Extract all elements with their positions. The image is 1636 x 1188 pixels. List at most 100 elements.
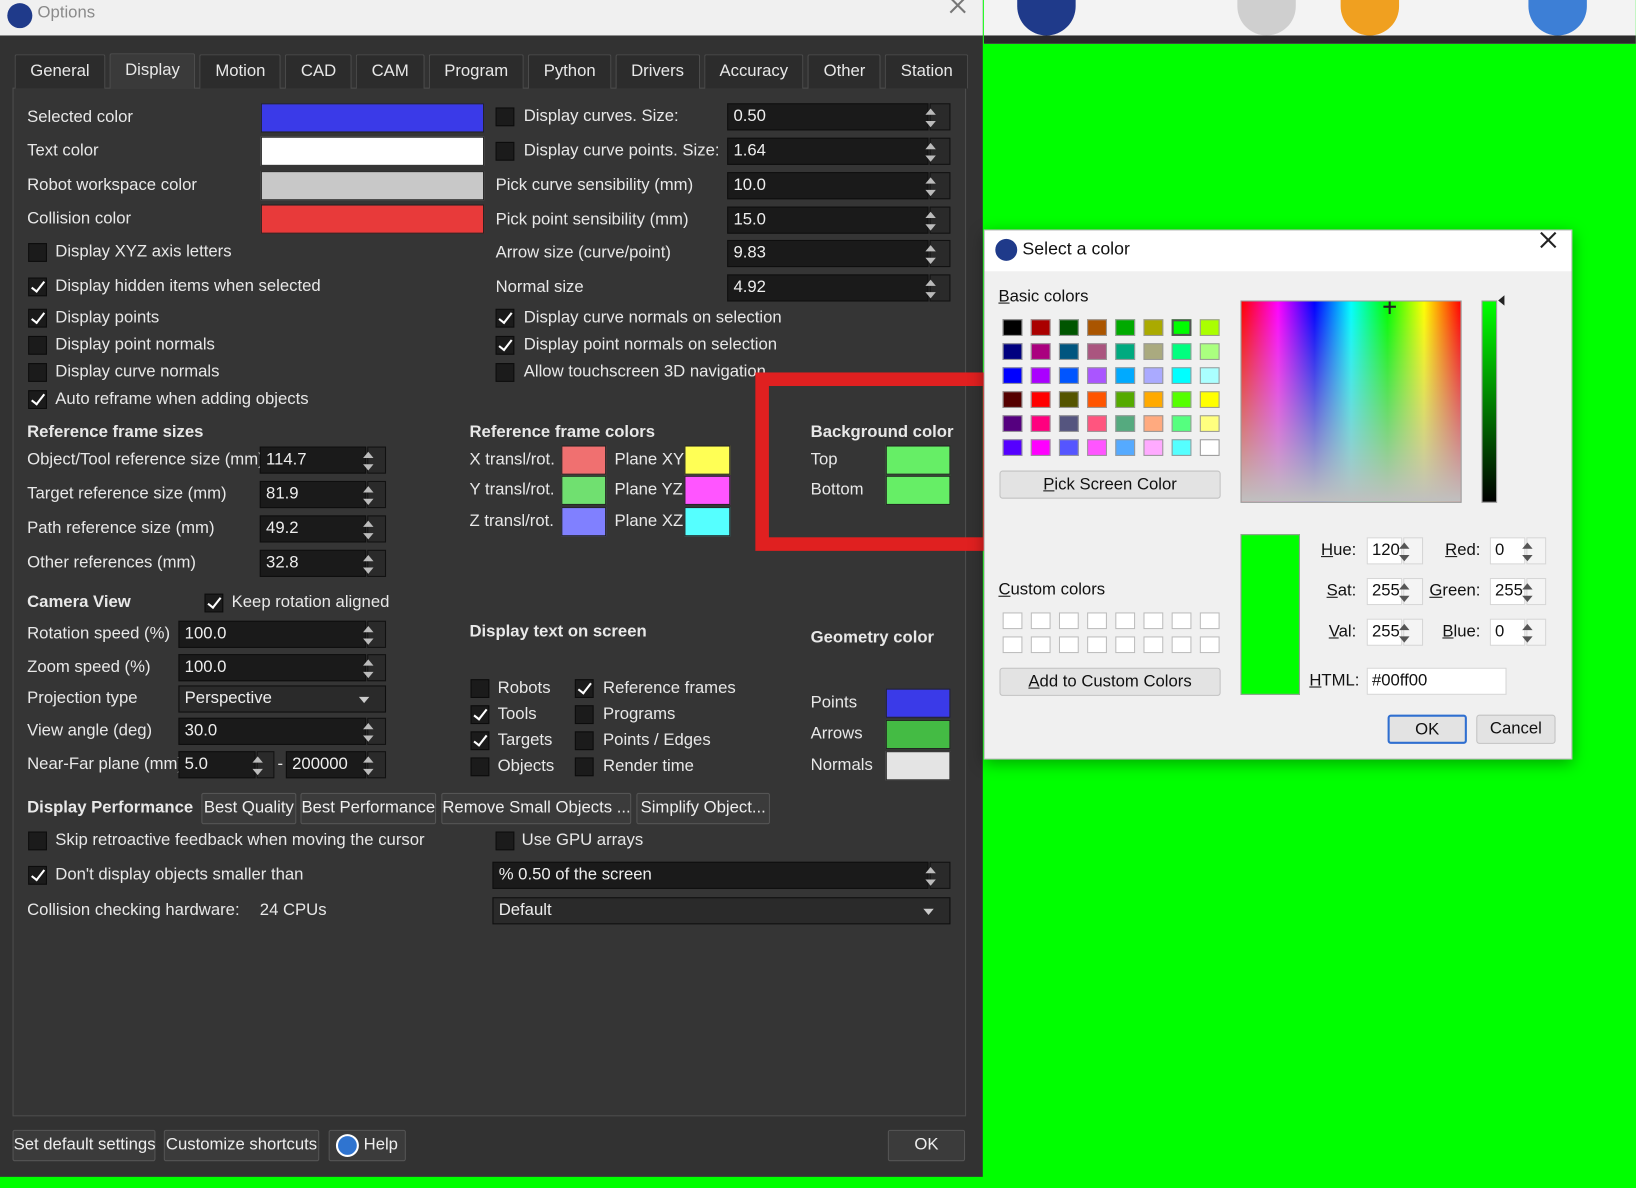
spin-down[interactable] [363, 735, 374, 742]
color-swatch[interactable] [684, 445, 731, 475]
color-swatch[interactable] [885, 719, 951, 750]
tab[interactable]: Display [109, 53, 196, 89]
combo-arrow[interactable] [358, 696, 370, 704]
custom-color[interactable] [1087, 636, 1107, 654]
checkbox[interactable] [574, 757, 594, 777]
spin-down[interactable] [363, 671, 374, 679]
spin-buttons[interactable] [1399, 537, 1424, 565]
tab[interactable]: Accuracy [703, 54, 804, 89]
custom-color[interactable] [1058, 612, 1079, 630]
input[interactable]: % 0.50 of the screen [492, 861, 929, 889]
basic-color[interactable] [1058, 343, 1079, 360]
spin-down[interactable] [1399, 555, 1410, 562]
checkbox[interactable] [495, 831, 515, 851]
input[interactable]: 30.0 [178, 717, 367, 745]
button[interactable]: Cancel [1476, 714, 1556, 744]
spin-buttons[interactable] [925, 274, 951, 302]
custom-color[interactable] [1143, 636, 1164, 654]
custom-color[interactable] [1199, 636, 1220, 654]
input[interactable]: 1.64 [727, 137, 929, 165]
combo-box[interactable]: Perspective [178, 685, 387, 713]
basic-color[interactable] [1087, 319, 1107, 336]
checkbox[interactable] [470, 731, 490, 751]
spin-up[interactable] [1522, 542, 1533, 549]
color-swatch[interactable] [684, 507, 731, 537]
basic-color[interactable] [1115, 319, 1136, 336]
basic-color[interactable] [1002, 343, 1023, 360]
close-button[interactable] [1538, 231, 1559, 260]
color-swatch[interactable] [885, 445, 951, 475]
button[interactable]: Help [328, 1129, 406, 1162]
spin-up[interactable] [925, 245, 936, 252]
input[interactable]: 255 [1366, 577, 1403, 606]
tab[interactable]: General [14, 54, 106, 89]
spin-buttons[interactable] [363, 515, 387, 543]
basic-color[interactable] [1143, 439, 1164, 456]
button[interactable]: OK [887, 1129, 966, 1162]
input[interactable]: 4.92 [727, 274, 929, 302]
spin-up[interactable] [925, 177, 936, 184]
basic-color[interactable] [1087, 343, 1107, 360]
spin-up[interactable] [925, 142, 936, 150]
custom-color[interactable] [1199, 612, 1220, 630]
button[interactable]: Customize shortcuts [163, 1129, 320, 1162]
button[interactable]: Remove Small Objects ... [441, 792, 632, 825]
tab[interactable]: Program [428, 54, 524, 89]
basic-color[interactable] [1171, 367, 1192, 384]
basic-color[interactable] [1087, 367, 1107, 384]
input[interactable]: 49.2 [259, 515, 367, 543]
button[interactable]: OK [1387, 714, 1467, 744]
spin-down[interactable] [925, 224, 936, 231]
spin-buttons[interactable] [925, 206, 951, 234]
input[interactable]: 32.8 [259, 549, 367, 577]
tab[interactable]: Python [528, 54, 612, 89]
color-swatch[interactable] [260, 103, 485, 133]
spin-down[interactable] [925, 257, 936, 264]
custom-color[interactable] [1002, 612, 1023, 630]
spin-buttons[interactable] [1399, 577, 1424, 606]
basic-color[interactable] [1143, 343, 1164, 360]
input[interactable]: 0 [1489, 618, 1526, 646]
basic-color[interactable] [1058, 367, 1079, 384]
spin-up[interactable] [363, 625, 374, 633]
basic-color[interactable] [1002, 367, 1023, 384]
spin-buttons[interactable] [363, 480, 387, 509]
value-marker[interactable] [1498, 295, 1505, 306]
spin-down[interactable] [363, 498, 374, 505]
color-spectrum[interactable] [1240, 300, 1462, 503]
color-swatch[interactable] [561, 445, 607, 475]
spin-down[interactable] [925, 189, 936, 197]
spin-down[interactable] [925, 879, 936, 886]
checkbox[interactable] [204, 593, 224, 613]
basic-color[interactable] [1199, 415, 1220, 432]
custom-color[interactable] [1171, 612, 1192, 630]
spin-down[interactable] [252, 768, 263, 776]
basic-color[interactable] [1058, 319, 1079, 336]
custom-color[interactable] [1115, 636, 1136, 654]
basic-color[interactable] [1087, 415, 1107, 432]
spin-down[interactable] [925, 121, 936, 128]
custom-color[interactable] [1002, 636, 1023, 654]
basic-color[interactable] [1171, 343, 1192, 360]
basic-color[interactable] [1171, 439, 1192, 456]
basic-color[interactable] [1002, 415, 1023, 432]
spin-buttons[interactable] [252, 751, 275, 779]
spin-buttons[interactable] [363, 717, 387, 745]
combo-box[interactable]: Default [492, 897, 951, 925]
input[interactable]: 5.0 [178, 751, 256, 779]
basic-color[interactable] [1171, 319, 1192, 336]
color-swatch[interactable] [885, 751, 951, 781]
basic-color[interactable] [1115, 391, 1136, 408]
spin-buttons[interactable] [363, 446, 387, 474]
input[interactable]: 120 [1366, 537, 1403, 565]
basic-color[interactable] [1115, 343, 1136, 360]
spin-up[interactable] [363, 659, 374, 666]
basic-color[interactable] [1143, 415, 1164, 432]
checkbox[interactable] [495, 308, 515, 328]
spin-buttons[interactable] [925, 103, 951, 131]
basic-color[interactable] [1115, 439, 1136, 456]
basic-color[interactable] [1199, 319, 1220, 336]
basic-color[interactable] [1199, 439, 1220, 456]
spin-up[interactable] [925, 211, 936, 219]
basic-color[interactable] [1030, 415, 1051, 432]
